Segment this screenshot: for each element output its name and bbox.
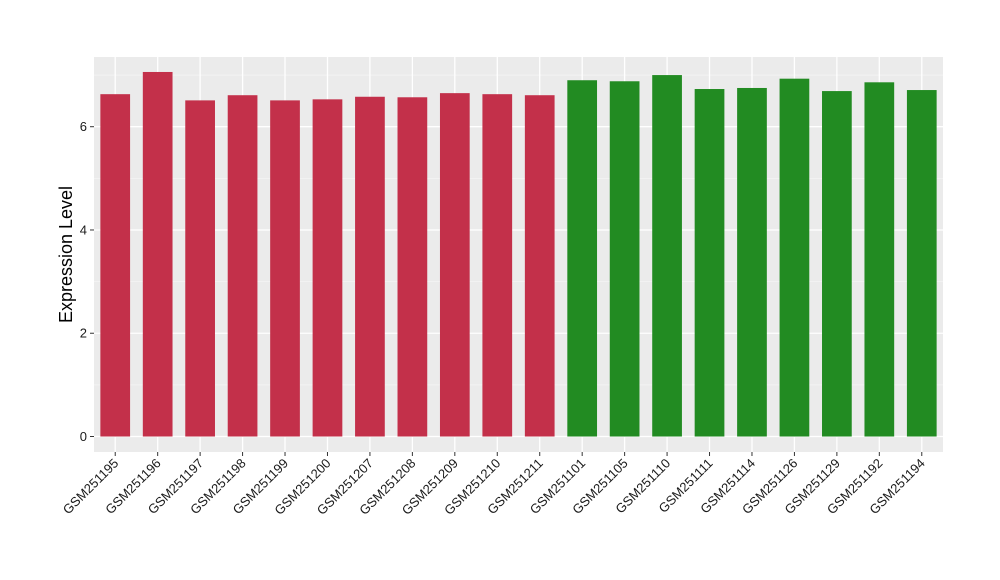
bar-gsm251199	[270, 100, 300, 437]
bar-gsm251211	[524, 95, 555, 437]
bar-gsm251129	[822, 91, 852, 437]
bar-gsm251210	[482, 94, 513, 437]
bar-gsm251101	[567, 80, 598, 437]
y-tick-label: 2	[80, 326, 87, 341]
bar-gsm251209	[439, 93, 470, 437]
y-axis-title: Expression Level	[56, 186, 76, 323]
bar-gsm251196	[142, 71, 173, 437]
y-tick-label: 6	[80, 119, 87, 134]
bar-gsm251111	[694, 89, 725, 437]
x-axis: GSM251195GSM251196GSM251197GSM251198GSM2…	[60, 452, 928, 518]
y-tick-label: 4	[80, 222, 87, 237]
bar-gsm251194	[906, 90, 937, 437]
y-axis: 0 2 4 6	[80, 119, 94, 444]
bar-gsm251105	[609, 81, 640, 437]
bar-gsm251200	[312, 99, 343, 437]
bar-gsm251114	[737, 87, 767, 437]
bar-gsm251207	[355, 96, 385, 437]
y-tick-label: 0	[80, 429, 87, 444]
bar-gsm251192	[864, 82, 895, 437]
bar-gsm251197	[185, 100, 215, 437]
bars-group	[100, 71, 937, 437]
bar-gsm251208	[397, 97, 428, 437]
plot-panel	[94, 57, 943, 452]
bar-gsm251198	[227, 95, 258, 437]
bar-gsm251110	[652, 75, 682, 437]
bar-gsm251126	[779, 78, 810, 437]
bar-gsm251195	[100, 94, 131, 437]
